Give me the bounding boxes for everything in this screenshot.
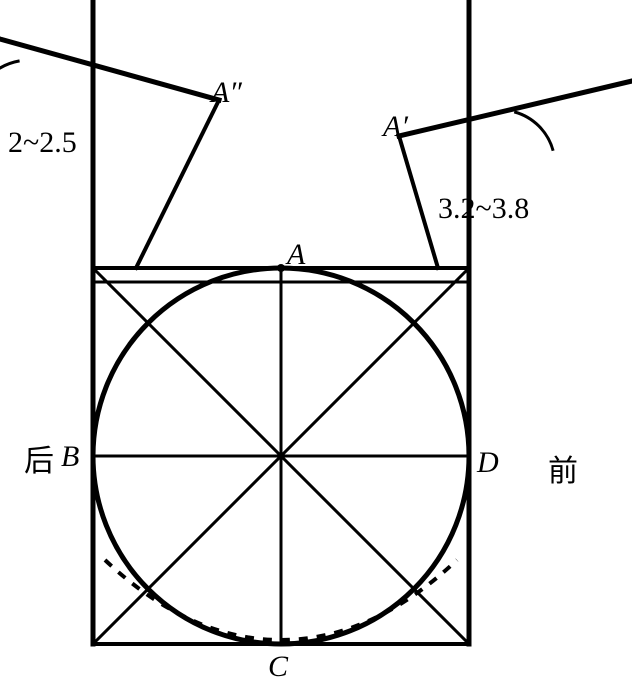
label-B: B xyxy=(61,440,79,474)
label-C: C xyxy=(268,650,288,684)
label-range-left: 2~2.5 xyxy=(8,126,77,160)
geometry-diagram xyxy=(0,0,632,681)
label-A-prime: A′ xyxy=(383,110,408,144)
label-D: D xyxy=(477,446,499,480)
label-A: A xyxy=(287,238,305,272)
label-range-right: 3.2~3.8 xyxy=(438,192,529,226)
label-A-double-prime: A″ xyxy=(211,76,242,110)
label-rear: 后 xyxy=(24,436,54,480)
label-front: 前 xyxy=(548,446,578,490)
